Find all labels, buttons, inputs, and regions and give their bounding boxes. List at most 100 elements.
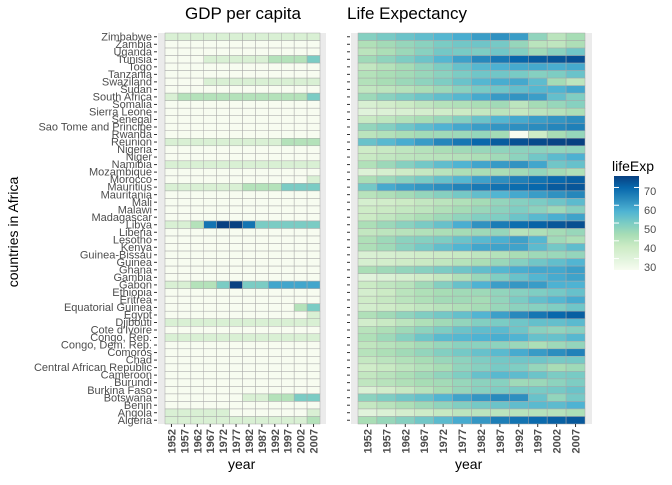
heatmap-cell: [471, 62, 491, 71]
heatmap-cell: [242, 265, 256, 274]
heatmap-cell: [376, 326, 397, 335]
heatmap-cell: [242, 190, 256, 199]
heatmap-cell: [255, 153, 269, 162]
heatmap-cell: [376, 62, 397, 71]
heatmap-cell: [281, 310, 295, 319]
heatmap-cell: [306, 138, 321, 147]
heatmap-cell: [528, 356, 548, 365]
heatmap-cell: [565, 371, 586, 380]
heatmap-cell: [306, 401, 321, 410]
y-tick-label: Congo, Rep.: [90, 332, 152, 344]
heatmap-cell: [376, 77, 397, 86]
heatmap-cell: [471, 386, 491, 395]
heatmap-cell: [306, 265, 321, 274]
heatmap-cell: [357, 235, 378, 244]
heatmap-cell: [357, 92, 378, 101]
heatmap-cell: [433, 273, 453, 282]
heatmap-cell: [255, 250, 269, 259]
heatmap-cell: [565, 273, 586, 282]
heatmap-cell: [190, 363, 204, 372]
heatmap-cell: [452, 115, 472, 124]
heatmap-cell: [216, 62, 230, 71]
heatmap-cell: [242, 273, 256, 282]
heatmap-cell: [306, 100, 321, 109]
heatmap-cell: [164, 416, 179, 425]
heatmap-cell: [177, 122, 192, 131]
heatmap-cell: [255, 107, 269, 116]
y-tick-label: Burkina Faso: [87, 385, 152, 397]
heatmap-cell: [452, 175, 472, 184]
heatmap-cell: [216, 326, 230, 335]
heatmap-cell: [164, 386, 179, 395]
heatmap-cell: [229, 92, 243, 101]
heatmap-cell: [281, 175, 295, 184]
heatmap-cell: [190, 115, 204, 124]
heatmap-cell: [190, 393, 204, 402]
heatmap-cell: [293, 378, 308, 387]
heatmap-cell: [528, 393, 548, 402]
heatmap-cell: [255, 371, 269, 380]
heatmap-cell: [190, 138, 204, 147]
heatmap-cell: [490, 115, 510, 124]
heatmap-cell: [528, 47, 548, 56]
heatmap-cell: [509, 85, 529, 94]
heatmap-cell: [293, 77, 308, 86]
heatmap-cell: [229, 32, 243, 41]
heatmap-cell: [395, 138, 416, 147]
heatmap-cell: [528, 250, 548, 259]
heatmap-cell: [490, 356, 510, 365]
heatmap-cell: [546, 138, 567, 147]
heatmap-cell: [490, 295, 510, 304]
heatmap-cell: [433, 258, 453, 267]
heatmap-cell: [255, 318, 269, 327]
heatmap-cell: [376, 258, 397, 267]
heatmap-cell: [376, 228, 397, 237]
heatmap-cell: [565, 32, 586, 41]
heatmap-cell: [293, 55, 308, 64]
heatmap-cell: [203, 341, 217, 350]
heatmap-cell: [490, 183, 510, 192]
heatmap-cell: [490, 138, 510, 147]
heatmap-cell: [471, 100, 491, 109]
heatmap-cell: [281, 401, 295, 410]
heatmap-cell: [281, 145, 295, 154]
heatmap-cell: [509, 348, 529, 357]
y-tick-label: Zimbabwe: [101, 31, 152, 43]
heatmap-cell: [433, 47, 453, 56]
heatmap-cell: [490, 258, 510, 267]
heatmap-cell: [177, 190, 192, 199]
heatmap-cell: [242, 122, 256, 131]
heatmap-cell: [190, 310, 204, 319]
y-tick-label: Comoros: [107, 347, 152, 359]
heatmap-cell: [281, 168, 295, 177]
heatmap-cell: [229, 70, 243, 79]
x-tick-label: 1977: [231, 429, 243, 453]
heatmap-cell: [414, 205, 434, 214]
heatmap-cell: [177, 356, 192, 365]
heatmap-cell: [565, 393, 586, 402]
heatmap-cell: [190, 371, 204, 380]
heatmap-cell: [471, 295, 491, 304]
heatmap-cell: [229, 130, 243, 139]
heatmap-cell: [357, 371, 378, 380]
heatmap-cell: [255, 303, 269, 312]
heatmap-cell: [255, 205, 269, 214]
heatmap-cell: [414, 250, 434, 259]
heatmap-cell: [268, 32, 282, 41]
heatmap-cell: [376, 175, 397, 184]
heatmap-cell: [357, 265, 378, 274]
heatmap-cell: [242, 138, 256, 147]
heatmap-cell: [395, 220, 416, 229]
heatmap-cell: [293, 175, 308, 184]
heatmap-cell: [376, 416, 397, 425]
heatmap-cell: [190, 280, 204, 289]
heatmap-cell: [509, 122, 529, 131]
heatmap-cell: [268, 250, 282, 259]
heatmap-cell: [471, 243, 491, 252]
heatmap-cell: [268, 348, 282, 357]
heatmap-cell: [242, 310, 256, 319]
x-tick-label: 1992: [270, 429, 282, 453]
heatmap-cell: [268, 280, 282, 289]
heatmap-cell: [164, 326, 179, 335]
heatmap-cell: [414, 77, 434, 86]
